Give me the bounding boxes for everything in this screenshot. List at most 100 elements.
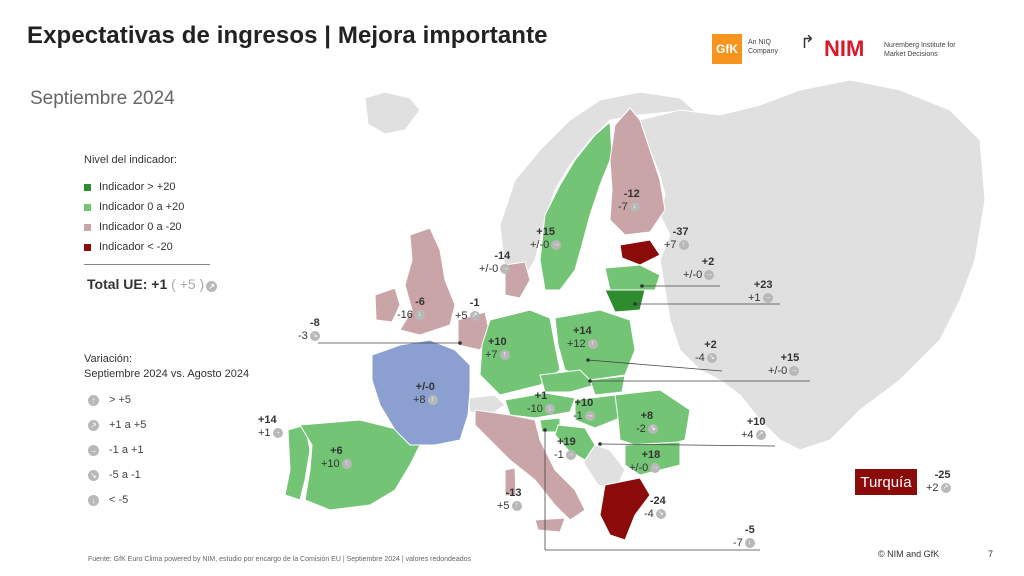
- page-number: 7: [988, 549, 994, 559]
- arrow-down-icon: ↓: [629, 202, 640, 213]
- arrow-right-icon: →: [551, 240, 562, 251]
- nim-logo: NIM: [824, 36, 865, 61]
- legend-item-dark-green: Indicador > +20: [84, 181, 175, 193]
- label-latvia: +2 +/-0 →: [683, 256, 715, 281]
- arrow-down-icon: ↓: [414, 310, 425, 321]
- arrow-down-right-icon: ↘: [88, 469, 99, 481]
- arrow-right-icon: →: [704, 270, 715, 281]
- russia-shape: [639, 79, 986, 451]
- legend-title: Nivel del indicador:: [84, 154, 177, 166]
- arrow-down-icon: ↓: [544, 404, 555, 415]
- arrow-right-icon: →: [565, 450, 576, 461]
- arrow-up-right-icon: ↗: [755, 430, 766, 441]
- arrow-right-icon: →: [762, 293, 773, 304]
- label-netherlands: -1 +5 ↗: [455, 297, 480, 322]
- copyright: © NIM and GfK: [878, 549, 940, 559]
- nim-logo-subtitle: Nuremberg Institute for Market Decisions: [884, 42, 956, 58]
- arrow-up-icon: ↑: [499, 350, 510, 361]
- label-denmark: -14 +/-0 →: [479, 250, 511, 275]
- label-uk: -6 -16 ↓: [397, 296, 425, 321]
- label-germany: +10 +7 ↑: [485, 336, 510, 362]
- label-austria: +1 -10 ↓: [527, 390, 555, 416]
- page-subtitle: Septiembre 2024: [30, 88, 175, 109]
- iceland-shape: [364, 91, 421, 135]
- nim-arrow-icon: ↱: [800, 32, 816, 52]
- variation-item-up: ↑ > +5: [88, 394, 131, 406]
- arrow-down-right-icon: ↘: [655, 509, 666, 520]
- pink-swatch: [84, 223, 91, 231]
- arrow-up-icon: ↑: [88, 394, 99, 406]
- greece-shape: [599, 477, 651, 541]
- arrow-right-icon: →: [789, 366, 800, 377]
- arrow-down-right-icon: ↘: [706, 353, 717, 364]
- legend-item-dark-red: Indicador < -20: [84, 241, 173, 253]
- label-france: +/-0 +8 ↑: [413, 381, 438, 407]
- croatia-shape: [554, 424, 596, 461]
- arrow-down-icon: ↓: [88, 494, 99, 506]
- arrow-up-right-icon: ↗: [469, 311, 480, 322]
- arrow-up-icon: ↑: [678, 240, 689, 251]
- legend-item-pink: Indicador 0 a -20: [84, 221, 182, 233]
- arrow-right-icon: →: [584, 411, 595, 422]
- arrow-up-right-icon: ↗: [88, 419, 99, 431]
- label-portugal: +14 +1 →: [258, 414, 283, 439]
- arrow-right-icon: →: [650, 463, 661, 474]
- legend-divider: [84, 264, 210, 265]
- gfk-logo-subtitle: An NIQ Company: [748, 39, 778, 55]
- footer-source: Fuente: GfK Euro Clima powered by NIM, e…: [88, 556, 472, 563]
- arrow-up-icon: ↑: [341, 459, 352, 470]
- label-greece: -24 -4 ↘: [644, 495, 666, 520]
- label-lithuania: +23 +1 →: [748, 279, 773, 304]
- label-sweden: +15 +/-0 →: [530, 226, 562, 251]
- arrow-right-icon: →: [272, 428, 283, 439]
- dark-red-swatch: [84, 243, 91, 251]
- estonia-shape: [619, 239, 661, 266]
- variation-item-down-right: ↘ -5 a -1: [88, 469, 141, 481]
- label-italy: -13 +5 ↑: [497, 487, 522, 512]
- variation-title: Variación: Septiembre 2024 vs. Agosto 202…: [84, 353, 250, 380]
- label-romania: +8 -2 ↘: [636, 410, 658, 436]
- sicily-shape: [534, 517, 566, 533]
- arrow-up-right-icon: ↗: [206, 281, 218, 292]
- arrow-up-right-icon: ↗: [940, 483, 951, 494]
- arrow-down-right-icon: ↘: [309, 331, 320, 342]
- arrow-right-icon: →: [88, 444, 99, 456]
- arrow-up-icon: ↑: [587, 339, 598, 350]
- label-bulgaria: +18 +/-0 →: [629, 449, 661, 474]
- label-turkey: -25 +2 ↗: [926, 469, 951, 494]
- arrow-up-icon: ↑: [427, 395, 438, 406]
- arrow-down-icon: ↓: [744, 538, 755, 549]
- norway-shape: [499, 91, 702, 286]
- italy-shape: [474, 409, 586, 521]
- france-shape: [371, 339, 471, 446]
- label-poland: +14 +12 ↑: [567, 325, 598, 351]
- variation-item-down: ↓ < -5: [88, 494, 128, 506]
- label-finland: -12 -7 ↓: [618, 188, 640, 213]
- label-malta: -5 -7 ↓: [733, 524, 755, 549]
- label-ireland: -8 -3 ↘: [298, 317, 320, 342]
- page-title: Expectativas de ingresos | Mejora import…: [27, 22, 548, 49]
- latvia-shape: [604, 264, 661, 291]
- label-spain: +6 +10 ↑: [321, 445, 352, 471]
- arrow-up-icon: ↑: [511, 501, 522, 512]
- label-slovakia: +15 +/-0 →: [768, 352, 800, 377]
- czechia-shape: [539, 369, 596, 393]
- label-slovenia: +10 +4 ↗: [741, 416, 766, 441]
- label-croatia: +19 -1 →: [554, 436, 576, 461]
- green-swatch: [84, 203, 91, 211]
- gfk-logo: GfK: [712, 34, 742, 64]
- label-estonia: -37 +7 ↑: [664, 226, 689, 251]
- lithuania-shape: [604, 289, 646, 313]
- arrow-down-right-icon: ↘: [647, 424, 658, 435]
- turkey-box: Turquía: [855, 469, 917, 495]
- finland-shape: [609, 107, 666, 236]
- bulgaria-shape: [624, 441, 681, 476]
- sardinia-shape: [504, 467, 517, 497]
- variation-item-right: → -1 a +1: [88, 444, 144, 456]
- uk-shape: [399, 227, 456, 336]
- dark-green-swatch: [84, 183, 91, 191]
- label-czechia: +2 -4 ↘: [695, 339, 717, 364]
- variation-item-up-right: ↗ +1 a +5: [88, 419, 146, 431]
- ireland-shape: [374, 287, 401, 323]
- total-eu: Total UE: +1 ( +5 ) ↗: [87, 276, 218, 292]
